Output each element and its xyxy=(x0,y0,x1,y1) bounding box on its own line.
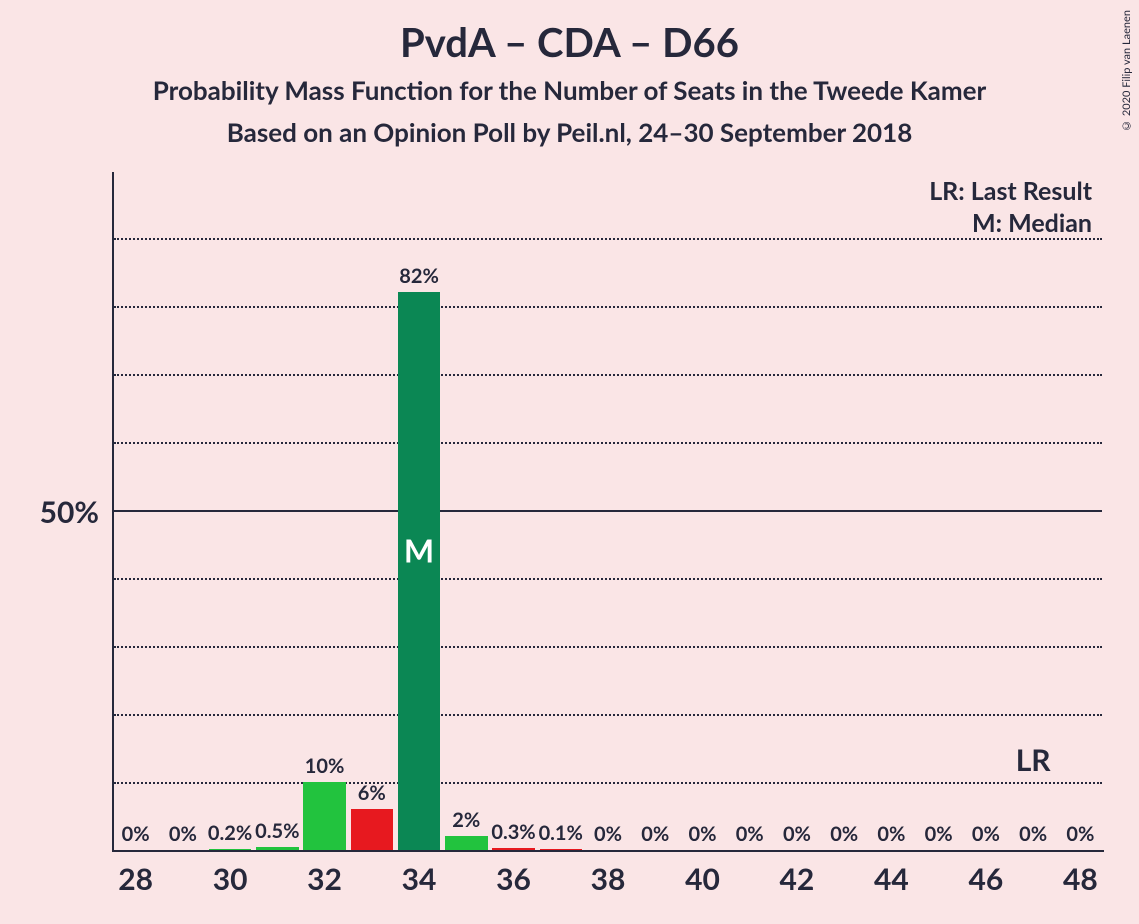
bar-value-label: 0% xyxy=(830,822,858,846)
x-tick-label: 36 xyxy=(496,861,531,897)
y-axis-label: 50% xyxy=(40,494,99,530)
gridline xyxy=(114,646,1102,648)
gridline xyxy=(114,510,1102,512)
x-tick-label: 38 xyxy=(591,861,626,897)
y-axis xyxy=(112,172,114,852)
bar-value-label: 0% xyxy=(594,822,622,846)
bar-value-label: 0% xyxy=(688,822,716,846)
bar-value-label: 0.5% xyxy=(255,819,299,843)
chart-subtitle-2: Based on an Opinion Poll by Peil.nl, 24–… xyxy=(0,116,1139,148)
chart-subtitle-1: Probability Mass Function for the Number… xyxy=(0,74,1139,106)
bar-value-label: 0.2% xyxy=(208,821,252,845)
bar-value-label: 2% xyxy=(452,808,480,832)
gridline xyxy=(114,782,1102,784)
bar xyxy=(351,809,394,850)
bar-value-label: 82% xyxy=(399,264,439,288)
copyright-text: © 2020 Filip van Laenen xyxy=(1120,10,1133,132)
x-tick-label: 48 xyxy=(1063,861,1098,897)
bar-value-label: 10% xyxy=(305,754,345,778)
gridline xyxy=(114,374,1102,376)
bar-value-label: 0.1% xyxy=(539,821,583,845)
bar xyxy=(256,847,299,850)
median-marker: M xyxy=(404,531,434,570)
bar-value-label: 0% xyxy=(641,822,669,846)
x-tick-label: 46 xyxy=(968,861,1003,897)
x-tick-label: 40 xyxy=(685,861,720,897)
bar xyxy=(445,836,488,850)
bar-value-label: 0% xyxy=(1019,822,1047,846)
chart-title: PvdA – CDA – D66 xyxy=(0,18,1139,66)
bar-value-label: 6% xyxy=(358,781,386,805)
gridline xyxy=(114,578,1102,580)
legend-lr: LR: Last Result xyxy=(929,176,1092,206)
bar xyxy=(303,782,346,850)
gridline xyxy=(114,306,1102,308)
bar-value-label: 0% xyxy=(122,822,150,846)
plot-area: 0% 0% 0.2%0.5% 10% 6% 82% 2% 0.3%0.1% 0% 0% 0% 0% 0%… xyxy=(112,172,1104,852)
gridline xyxy=(114,238,1102,240)
bar-value-label: 0% xyxy=(972,822,1000,846)
bar xyxy=(540,849,583,850)
x-tick-label: 32 xyxy=(307,861,342,897)
x-tick-label: 42 xyxy=(780,861,815,897)
bar-value-label: 0% xyxy=(169,822,197,846)
legend-m: M: Median xyxy=(972,208,1092,238)
x-tick-label: 30 xyxy=(213,861,248,897)
x-tick-label: 34 xyxy=(402,861,437,897)
bar-value-label: 0.3% xyxy=(491,820,535,844)
bar xyxy=(398,292,441,850)
bar-value-label: 0% xyxy=(783,822,811,846)
gridline xyxy=(114,714,1102,716)
x-axis xyxy=(112,850,1104,852)
bar xyxy=(492,848,535,850)
bar-value-label: 0% xyxy=(925,822,953,846)
chart-container: PvdA – CDA – D66 Probability Mass Functi… xyxy=(0,0,1139,924)
bar-value-label: 0% xyxy=(1066,822,1094,846)
x-tick-label: 28 xyxy=(118,861,153,897)
lr-marker: LR xyxy=(1016,742,1051,778)
bar xyxy=(209,849,252,850)
bar-value-label: 0% xyxy=(877,822,905,846)
bar-value-label: 0% xyxy=(736,822,764,846)
gridline xyxy=(114,442,1102,444)
x-tick-label: 44 xyxy=(874,861,909,897)
